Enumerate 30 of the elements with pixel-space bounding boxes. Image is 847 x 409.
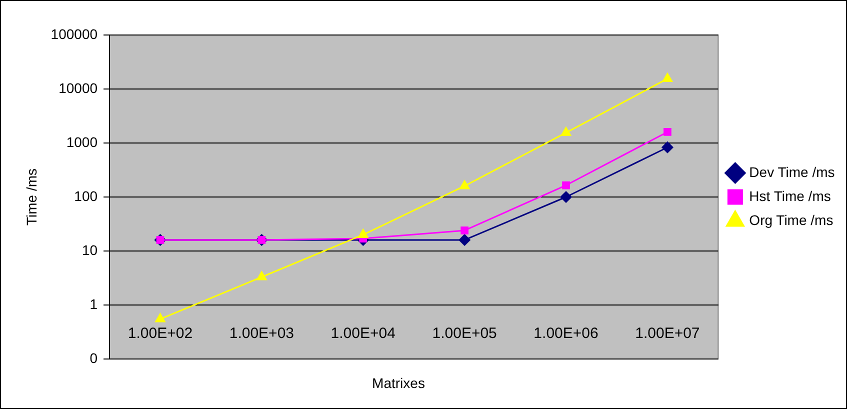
y-axis-title: Time /ms: [23, 168, 40, 226]
y-tick-label: 0: [90, 350, 98, 366]
y-tick-label: 10000: [58, 80, 98, 96]
point: [662, 72, 673, 82]
point: [256, 271, 267, 280]
y-tick-label: 100: [74, 188, 98, 204]
x-tick-label: 1.00E+02: [128, 325, 193, 342]
point: [560, 191, 572, 203]
legend-label: Dev Time /ms: [749, 164, 835, 180]
x-tick-label: 1.00E+04: [330, 325, 396, 342]
point: [662, 142, 674, 154]
y-tick-label: 1: [90, 296, 98, 312]
point: [459, 180, 470, 190]
point: [358, 228, 368, 238]
legend-label: Hst Time /ms: [749, 188, 831, 204]
legend-label: Org Time /ms: [749, 212, 834, 228]
point: [460, 226, 469, 234]
point: [560, 126, 572, 136]
point: [155, 313, 166, 322]
x-tick-label: 1.00E+07: [635, 325, 700, 342]
y-tick-label: 1000: [66, 134, 98, 150]
x-tick-label: 1.00E+06: [534, 325, 598, 342]
point: [664, 128, 672, 136]
x-axis-title: Matrixes: [371, 375, 426, 391]
y-tick-label: 10: [82, 242, 98, 258]
x-tick-label: 1.00E+03: [229, 325, 294, 342]
point: [458, 234, 470, 246]
y-tick-label: 100000: [50, 26, 98, 42]
point: [562, 181, 570, 190]
x-tick-label: 1.00E+05: [432, 325, 497, 342]
